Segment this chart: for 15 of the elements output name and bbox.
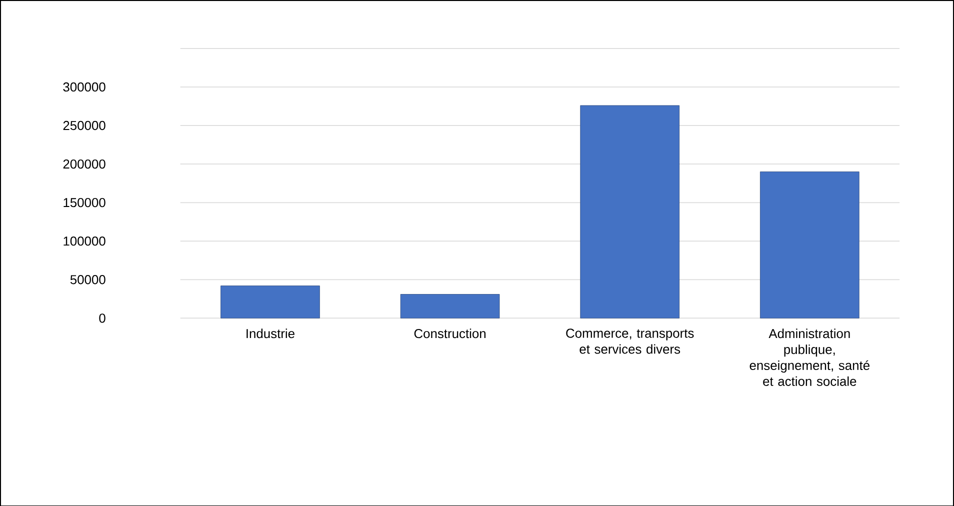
x-tick-label: Industrie — [246, 328, 294, 338]
y-tick-label: 0 — [99, 313, 106, 323]
bar — [220, 285, 320, 318]
y-tick-label: 300000 — [63, 82, 106, 92]
x-tick-label: Administration publique, enseignement, santé et action sociale — [750, 328, 870, 386]
y-tick-label: 250000 — [63, 120, 106, 130]
bar — [760, 171, 860, 318]
bar — [400, 294, 500, 318]
x-tick-label: Construction — [414, 328, 486, 338]
y-tick-label: 200000 — [63, 159, 106, 168]
y-tick-label: 50000 — [70, 274, 106, 284]
bar — [580, 105, 680, 318]
y-tick-label: 100000 — [64, 236, 106, 246]
y-tick-label: 150000 — [64, 198, 106, 207]
x-tick-label: Commerce, transports et services divers — [566, 328, 694, 354]
